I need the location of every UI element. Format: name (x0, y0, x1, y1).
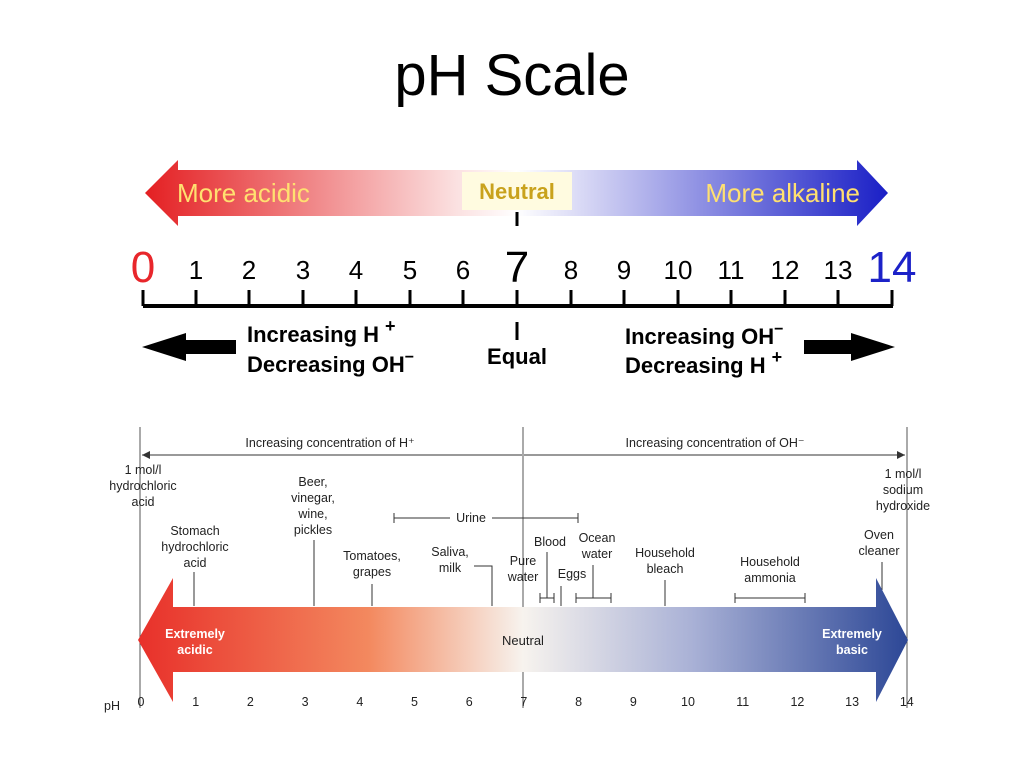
svg-text:cleaner: cleaner (859, 544, 900, 558)
top-scale-number-12: 12 (771, 255, 800, 285)
extremely-acidic-line1: Extremely (165, 627, 225, 641)
ph-axis-label: pH (104, 699, 120, 713)
svg-text:Household: Household (635, 546, 695, 560)
svg-text:wine,: wine, (297, 507, 327, 521)
ph-tick-0: 0 (138, 695, 145, 709)
top-scale-number-5: 5 (403, 255, 417, 285)
svg-text:water: water (581, 547, 613, 561)
svg-text:Beer,: Beer, (298, 475, 327, 489)
saliva-label: Saliva, milk (431, 545, 469, 575)
right-black-arrow (804, 333, 895, 361)
page-title: pH Scale (394, 43, 630, 108)
increasing-h-label: Increasing H + (247, 316, 396, 347)
svg-text:hydrochloric: hydrochloric (109, 479, 176, 493)
svg-text:grapes: grapes (353, 565, 391, 579)
ph-tick-11: 11 (736, 695, 749, 709)
saliva-pointer (474, 565, 493, 606)
ph-tick-6: 6 (466, 695, 473, 709)
neutral-label: Neutral (479, 179, 555, 204)
more-alkaline-label: More alkaline (705, 178, 860, 208)
increasing-oh-label: Increasing OH− (625, 321, 784, 349)
top-scale-number-9: 9 (617, 255, 631, 285)
blood-label: Blood (534, 535, 566, 549)
svg-text:Saliva,: Saliva, (431, 545, 469, 559)
tomatoes-label: Tomatoes, grapes (343, 549, 401, 579)
top-scale-number-10: 10 (664, 255, 693, 285)
oven-cleaner-label: Oven cleaner (859, 528, 900, 558)
top-scale-number-1: 1 (189, 255, 203, 285)
top-scale-number-8: 8 (564, 255, 578, 285)
ph-tick-8: 8 (575, 695, 582, 709)
oh-concentration-label: Increasing concentration of OH⁻ (626, 436, 805, 450)
extremely-basic-line1: Extremely (822, 627, 882, 641)
top-scale-number-11: 11 (718, 255, 745, 285)
ph-tick-1: 1 (192, 695, 199, 709)
ph-tick-2: 2 (247, 695, 254, 709)
svg-text:hydrochloric: hydrochloric (161, 540, 228, 554)
svg-text:bleach: bleach (647, 562, 684, 576)
ammonia-label: Household ammonia (740, 555, 800, 585)
ph-tick-14: 14 (900, 695, 914, 709)
top-scale-number-0: 0 (131, 243, 155, 292)
ph-tick-12: 12 (790, 695, 804, 709)
top-scale-number-2: 2 (242, 255, 256, 285)
svg-text:hydroxide: hydroxide (876, 499, 930, 513)
top-scale-number-14: 14 (868, 243, 917, 292)
acidity-gradient-arrow (138, 578, 908, 702)
ph-tick-10: 10 (681, 695, 695, 709)
bleach-label: Household bleach (635, 546, 695, 576)
more-acidic-label: More acidic (177, 178, 310, 208)
pure-water-label: Pure water (507, 554, 539, 584)
hcl-label: 1 mol/l hydrochloric acid (109, 463, 176, 509)
top-scale-number-7: 7 (505, 243, 529, 292)
svg-text:Tomatoes,: Tomatoes, (343, 549, 401, 563)
beer-vinegar-label: Beer, vinegar, wine, pickles (291, 475, 335, 537)
decreasing-oh-label: Decreasing OH− (247, 349, 414, 377)
svg-text:vinegar,: vinegar, (291, 491, 335, 505)
top-scale-number-3: 3 (296, 255, 310, 285)
stomach-acid-label: Stomach hydrochloric acid (161, 524, 228, 570)
neutral-bar-label: Neutral (502, 633, 544, 648)
svg-text:Ocean: Ocean (579, 531, 616, 545)
ph-tick-3: 3 (302, 695, 309, 709)
svg-text:sodium: sodium (883, 483, 923, 497)
svg-text:acid: acid (132, 495, 155, 509)
oh-concentration-arrowhead (897, 451, 905, 459)
svg-text:Pure: Pure (510, 554, 536, 568)
ph-tick-9: 9 (630, 695, 637, 709)
svg-text:1 mol/l: 1 mol/l (885, 467, 922, 481)
ocean-water-label: Ocean water (579, 531, 616, 561)
top-scale-number-13: 13 (824, 255, 853, 285)
top-scale-number-4: 4 (349, 255, 363, 285)
svg-text:pickles: pickles (294, 523, 332, 537)
h-concentration-label: Increasing concentration of H⁺ (245, 436, 414, 450)
urine-label: Urine (456, 511, 486, 525)
extremely-acidic-line2: acidic (177, 643, 212, 657)
h-concentration-arrowhead (142, 451, 150, 459)
svg-text:milk: milk (439, 561, 462, 575)
eggs-label: Eggs (558, 567, 587, 581)
neutral-box (462, 172, 572, 210)
svg-text:1 mol/l: 1 mol/l (125, 463, 162, 477)
svg-text:Stomach: Stomach (170, 524, 219, 538)
svg-text:Oven: Oven (864, 528, 894, 542)
left-black-arrow (142, 333, 236, 361)
ph-tick-4: 4 (356, 695, 363, 709)
top-scale-numbers: 0 1 2 3 4 5 6 7 8 9 10 11 12 13 14 (131, 243, 917, 292)
ph-tick-13: 13 (845, 695, 859, 709)
svg-text:water: water (507, 570, 539, 584)
top-scale-ticks (141, 290, 894, 306)
naoh-label: 1 mol/l sodium hydroxide (876, 467, 930, 513)
extremely-basic-line2: basic (836, 643, 868, 657)
svg-text:Household: Household (740, 555, 800, 569)
equal-label: Equal (487, 344, 547, 369)
svg-text:acid: acid (184, 556, 207, 570)
ph-tick-7: 7 (520, 695, 527, 709)
top-scale-number-6: 6 (456, 255, 470, 285)
svg-text:ammonia: ammonia (744, 571, 795, 585)
ph-tick-5: 5 (411, 695, 418, 709)
ph-axis-ticks: 0 1 2 3 4 5 6 7 8 9 10 11 12 13 14 (138, 695, 914, 709)
decreasing-h-label: Decreasing H + (625, 347, 782, 378)
